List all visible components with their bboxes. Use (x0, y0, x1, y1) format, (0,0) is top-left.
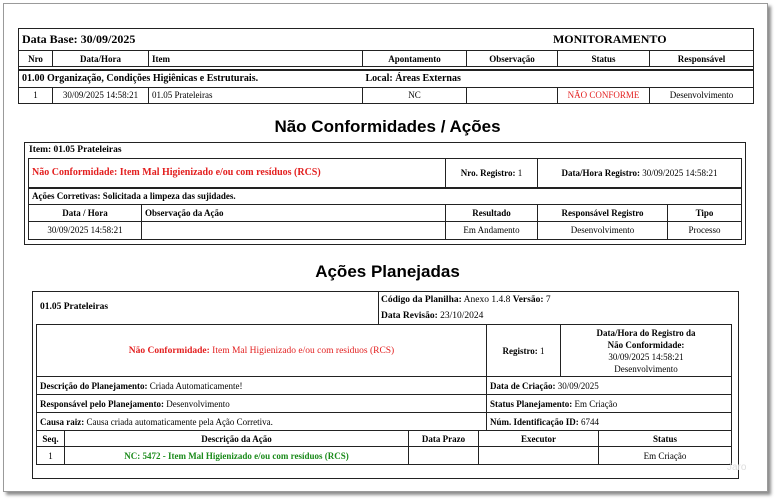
header-observacao: Observação (466, 50, 559, 67)
codigo-label: Código da Planilha: (381, 295, 462, 305)
row-observacao (466, 86, 559, 104)
versao-label: Versão: (512, 295, 544, 305)
data-nc-responsavel: Desenvolvimento (614, 363, 678, 374)
header-data-hora: Data/Hora (52, 50, 149, 67)
nc-item: Item: 01.05 Prateleiras (29, 145, 122, 155)
row-responsavel: Desenvolvimento (537, 220, 668, 240)
row-data-hora: 30/09/2025 14:58:21 (52, 86, 149, 104)
revisao-label: Data Revisão: (381, 311, 438, 321)
header-tipo: Tipo (667, 203, 742, 222)
codigo: Anexo 1.4.8 (463, 295, 511, 305)
data-registro: 30/09/2025 14:58:21 (642, 167, 718, 178)
id: 6744 (581, 416, 600, 427)
row-responsavel: Desenvolvimento (649, 86, 755, 104)
section-local: Local: Áreas Externas (362, 69, 755, 88)
descricao-label: Descrição do Planejamento: (40, 380, 148, 391)
planned-table: Não Conformidade: Item Mal Higienizado e… (35, 324, 733, 465)
header-nro: Nro (18, 50, 53, 67)
data-nc-label-1: Data/Hora do Registro da (596, 327, 696, 338)
nc-label: Não Conformidade: (128, 345, 210, 356)
acoes-corretivas: Ações Corretivas: Solicitada a limpeza d… (28, 186, 742, 205)
planned-box (32, 291, 739, 479)
versao: 7 (545, 295, 551, 305)
row-observacao (141, 220, 446, 240)
header-seq: Seq. (36, 430, 65, 447)
header-apontamento: Apontamento (361, 50, 468, 67)
section-title: 01.00 Organização, Condições Higiênicas … (18, 69, 363, 88)
row-data-prazo (408, 446, 479, 465)
nc-section-title: Não Conformidades / Ações (274, 117, 501, 136)
causa: Causa criada automaticamente pela Ação C… (86, 416, 273, 427)
registro-label: Registro: (502, 345, 538, 356)
header-status: Status (557, 50, 651, 67)
watermark: Jaro (727, 462, 747, 473)
header-observacao-acao: Observação da Ação (141, 203, 446, 222)
criacao: 30/09/2025 (557, 380, 599, 391)
row-executor (477, 446, 600, 465)
row-descricao: NC: 5472 - Item Mal Higienizado e/ou com… (64, 446, 409, 465)
data-base: Data Base: 30/09/2025 (17, 28, 467, 51)
row-nro: 1 (18, 86, 53, 104)
id-label: Núm. Identificação ID: (490, 416, 579, 427)
row-apontamento: NC (361, 86, 468, 104)
nro-registro: 1 (517, 167, 523, 178)
nro-registro-label: Nro. Registro: (460, 167, 516, 178)
status: Em Criação (574, 398, 618, 409)
header-descricao-acao: Descrição da Ação (64, 430, 409, 447)
row-item: 01.05 Prateleiras (148, 86, 363, 104)
responsavel-label: Responsável pelo Planejamento: (40, 398, 164, 409)
header-data-prazo: Data Prazo (408, 430, 479, 447)
row-status: NÃO CONFORME (557, 86, 651, 104)
report-title: MONITORAMENTO (466, 28, 755, 51)
nc-box (24, 142, 746, 245)
row-data-hora: 30/09/2025 14:58:21 (28, 220, 142, 240)
row-status: Em Criação (598, 446, 733, 465)
table-row: 30/09/2025 14:58:21 Em Andamento Desenvo… (28, 220, 742, 240)
table-row: 1 NC: 5472 - Item Mal Higienizado e/ou c… (36, 446, 733, 465)
revisao: 23/10/2024 (440, 311, 484, 321)
causa-label: Causa raiz: (40, 416, 85, 427)
header-status: Status (598, 430, 733, 447)
data-registro-label: Data/Hora Registro: (561, 167, 641, 178)
registro: 1 (540, 345, 545, 356)
header-responsavel-registro: Responsável Registro (537, 203, 668, 222)
header-executor: Executor (477, 430, 600, 447)
planned-item: 01.05 Prateleiras (40, 302, 109, 312)
criacao-label: Data de Criação: (490, 380, 556, 391)
monitor-table: Data Base: 30/09/2025 MONITORAMENTO Nro D… (17, 28, 755, 104)
data-nc-label-2: Não Conformidade: (607, 339, 685, 350)
nc-text: Item Mal Higienizado e/ou com residuos (… (212, 345, 395, 356)
header-resultado: Resultado (445, 203, 538, 222)
data-nc: 30/09/2025 14:58:21 (608, 351, 684, 362)
header-responsavel: Responsável (649, 50, 755, 67)
nc-table: Não Conformidade: Item Mal Higienizado e… (28, 158, 742, 240)
status-label: Status Planejamento: (490, 398, 573, 409)
header-item: Item (148, 50, 363, 67)
table-row: 1 30/09/2025 14:58:21 01.05 Prateleiras … (18, 86, 755, 104)
header-data-hora: Data / Hora (28, 203, 142, 222)
nc-description: Não Conformidade: Item Mal Higienizado e… (28, 158, 446, 188)
row-seq: 1 (36, 446, 65, 465)
descricao: Criada Automaticamente! (149, 380, 243, 391)
row-tipo: Processo (667, 220, 742, 240)
row-resultado: Em Andamento (445, 220, 538, 240)
responsavel: Desenvolvimento (166, 398, 230, 409)
planned-section-title: Ações Planejadas (315, 262, 460, 281)
